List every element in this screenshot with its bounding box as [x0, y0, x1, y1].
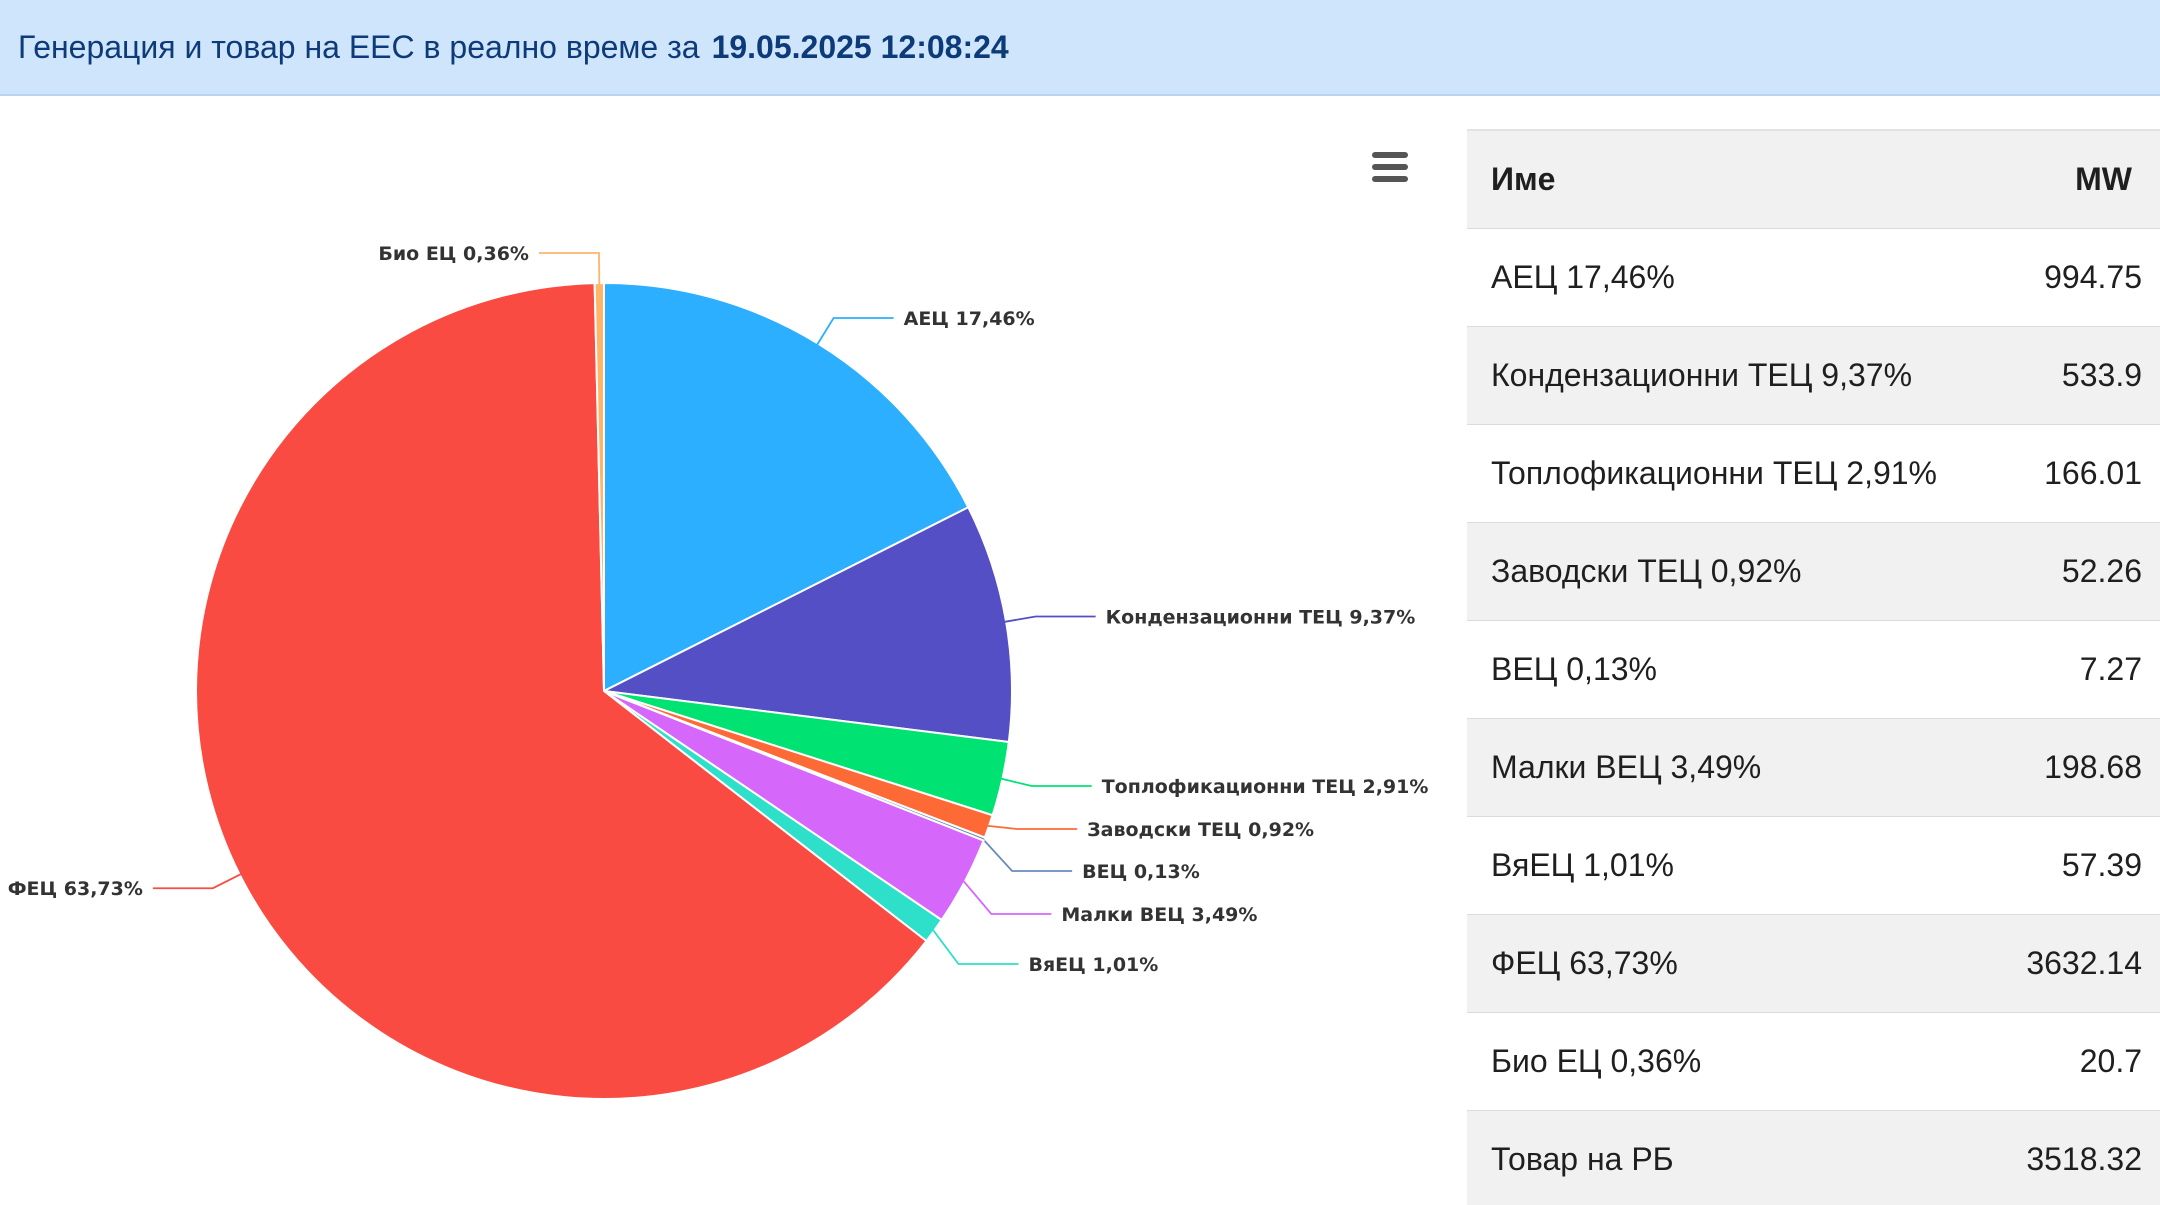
table-header: Име MW	[1467, 131, 2160, 229]
chart-menu-icon[interactable]	[1368, 148, 1412, 188]
connector-line	[816, 317, 894, 346]
row-name: ВЕЦ 0,13%	[1491, 651, 1657, 687]
connector-line	[962, 879, 1052, 915]
row-name: Заводски ТЕЦ 0,92%	[1491, 553, 1802, 589]
data-label: ФЕЦ 63,73%	[8, 878, 143, 900]
row-name: АЕЦ 17,46%	[1491, 259, 1675, 295]
page-header: Генерация и товар на ЕЕС в реално време …	[0, 0, 2160, 96]
column-header-name: Име	[1491, 161, 1556, 197]
connector-line	[538, 252, 601, 286]
row-mw: 20.7	[2079, 1043, 2142, 1079]
table-row: Заводски ТЕЦ 0,92% 52.26	[1467, 523, 2160, 621]
row-mw: 166.01	[2044, 455, 2142, 491]
data-label: Кондензационни ТЕЦ 9,37%	[1106, 606, 1416, 628]
connector-line	[981, 837, 1073, 872]
table-row: ФЕЦ 63,73% 3632.14	[1467, 915, 2160, 1013]
table-row: Топлофикационни ТЕЦ 2,91% 166.01	[1467, 425, 2160, 523]
row-name: Малки ВЕЦ 3,49%	[1491, 749, 1762, 785]
row-mw: 198.68	[2044, 749, 2142, 785]
table-row: Малки ВЕЦ 3,49% 198.68	[1467, 719, 2160, 817]
row-name: ФЕЦ 63,73%	[1491, 945, 1678, 981]
table-row: ВяЕЦ 1,01% 57.39	[1467, 817, 2160, 915]
row-name: ВяЕЦ 1,01%	[1491, 847, 1674, 883]
data-label: ВяЕЦ 1,01%	[1028, 954, 1158, 976]
row-name: Товар на РБ	[1491, 1141, 1674, 1177]
data-label: Малки ВЕЦ 3,49%	[1061, 904, 1257, 926]
row-mw: 7.27	[2079, 651, 2142, 687]
connector-line	[931, 928, 1019, 965]
data-label: Топлофикационни ТЕЦ 2,91%	[1102, 776, 1429, 798]
page-title: Генерация и товар на ЕЕС в реално време …	[18, 28, 700, 65]
chart-area: АЕЦ 17,46% Кондензационни ТЕЦ 9,37% Топлоф…	[0, 96, 1467, 1205]
column-header-mw: MW	[2075, 161, 2132, 197]
row-mw: 52.26	[2061, 553, 2142, 589]
row-name: Кондензационни ТЕЦ 9,37%	[1491, 357, 1913, 393]
data-label: Био ЕЦ 0,36%	[378, 243, 529, 265]
table-row: АЕЦ 17,46% 994.75	[1467, 229, 2160, 327]
row-mw: 3632.14	[2026, 945, 2142, 981]
data-label: АЕЦ 17,46%	[904, 308, 1035, 330]
table-row: Товар на РБ 3518.32	[1467, 1111, 2160, 1205]
row-name: Био ЕЦ 0,36%	[1491, 1043, 1702, 1079]
row-mw: 3518.32	[2026, 1141, 2142, 1177]
row-mw: 57.39	[2061, 847, 2142, 883]
data-label: ВЕЦ 0,13%	[1082, 861, 1200, 883]
connector-line	[1003, 615, 1096, 623]
row-mw: 533.9	[2061, 357, 2142, 393]
connector-line	[152, 873, 242, 890]
connector-line	[986, 824, 1078, 830]
connector-line	[1000, 777, 1092, 787]
pie-chart: АЕЦ 17,46% Кондензационни ТЕЦ 9,37% Топлоф…	[8, 243, 1429, 1100]
data-label: Заводски ТЕЦ 0,92%	[1087, 819, 1314, 841]
generation-table: Име MW АЕЦ 17,46% 994.75 Кондензационни …	[1467, 129, 2160, 1205]
table-row: ВЕЦ 0,13% 7.27	[1467, 621, 2160, 719]
row-mw: 994.75	[2044, 259, 2142, 295]
row-name: Топлофикационни ТЕЦ 2,91%	[1491, 455, 1937, 491]
table-row: Кондензационни ТЕЦ 9,37% 533.9	[1467, 327, 2160, 425]
timestamp: 19.05.2025 12:08:24	[711, 28, 1009, 65]
table-row: Био ЕЦ 0,36% 20.7	[1467, 1013, 2160, 1111]
